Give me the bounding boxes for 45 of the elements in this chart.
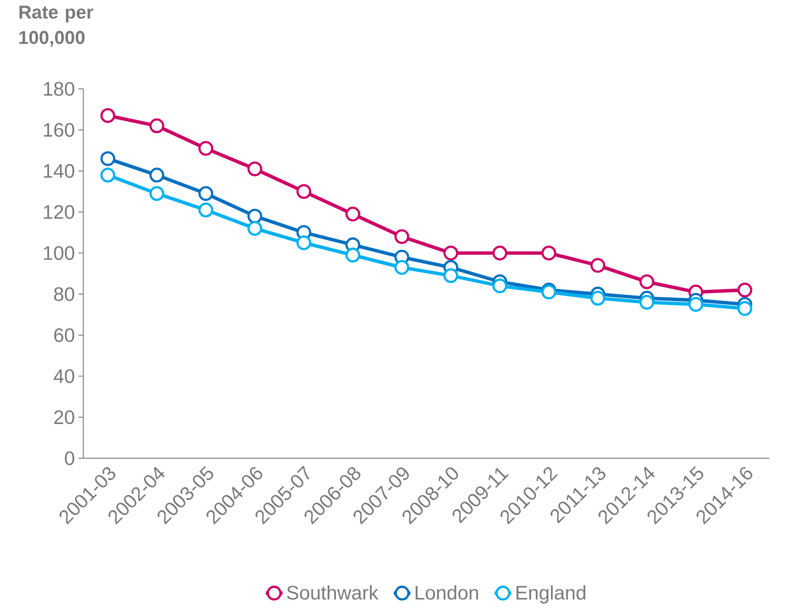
point — [394, 260, 410, 275]
point — [443, 246, 458, 260]
point — [198, 202, 214, 218]
point — [247, 161, 262, 176]
point — [541, 284, 556, 300]
point — [541, 246, 556, 260]
point — [149, 186, 164, 201]
y-tick-label: 100 — [44, 246, 74, 260]
legend-label: Southwark — [287, 585, 378, 600]
point — [443, 268, 458, 283]
y-tick-label: 80 — [54, 287, 74, 301]
point — [247, 208, 262, 224]
point — [590, 258, 606, 273]
point — [688, 296, 704, 312]
point — [492, 246, 508, 260]
point — [345, 248, 360, 262]
point — [296, 184, 312, 199]
point — [100, 151, 116, 166]
point — [247, 220, 262, 236]
y-tick-label: 0 — [64, 451, 74, 466]
legend-label: England — [516, 585, 586, 604]
point — [149, 118, 164, 134]
legend-label: London — [416, 585, 478, 600]
point — [590, 290, 606, 306]
point — [345, 206, 360, 222]
y-tick-label: 40 — [54, 369, 74, 383]
point — [296, 235, 312, 250]
point — [198, 140, 214, 156]
y-tick-label: 120 — [44, 204, 74, 219]
y-tick-label: 60 — [54, 328, 74, 342]
y-axis-title: Rate per 100,000 — [19, 6, 94, 47]
point — [198, 186, 214, 201]
point — [737, 300, 752, 316]
point — [639, 294, 654, 310]
point — [149, 168, 164, 182]
point — [100, 108, 116, 123]
point — [394, 229, 410, 244]
y-tick-label: 140 — [44, 164, 74, 178]
point — [737, 282, 752, 298]
y-tick-label: 180 — [44, 82, 74, 96]
point — [639, 274, 654, 290]
point — [100, 168, 116, 182]
y-tick-label: 160 — [44, 122, 74, 137]
point — [492, 278, 508, 294]
y-tick-label: 20 — [54, 410, 74, 424]
